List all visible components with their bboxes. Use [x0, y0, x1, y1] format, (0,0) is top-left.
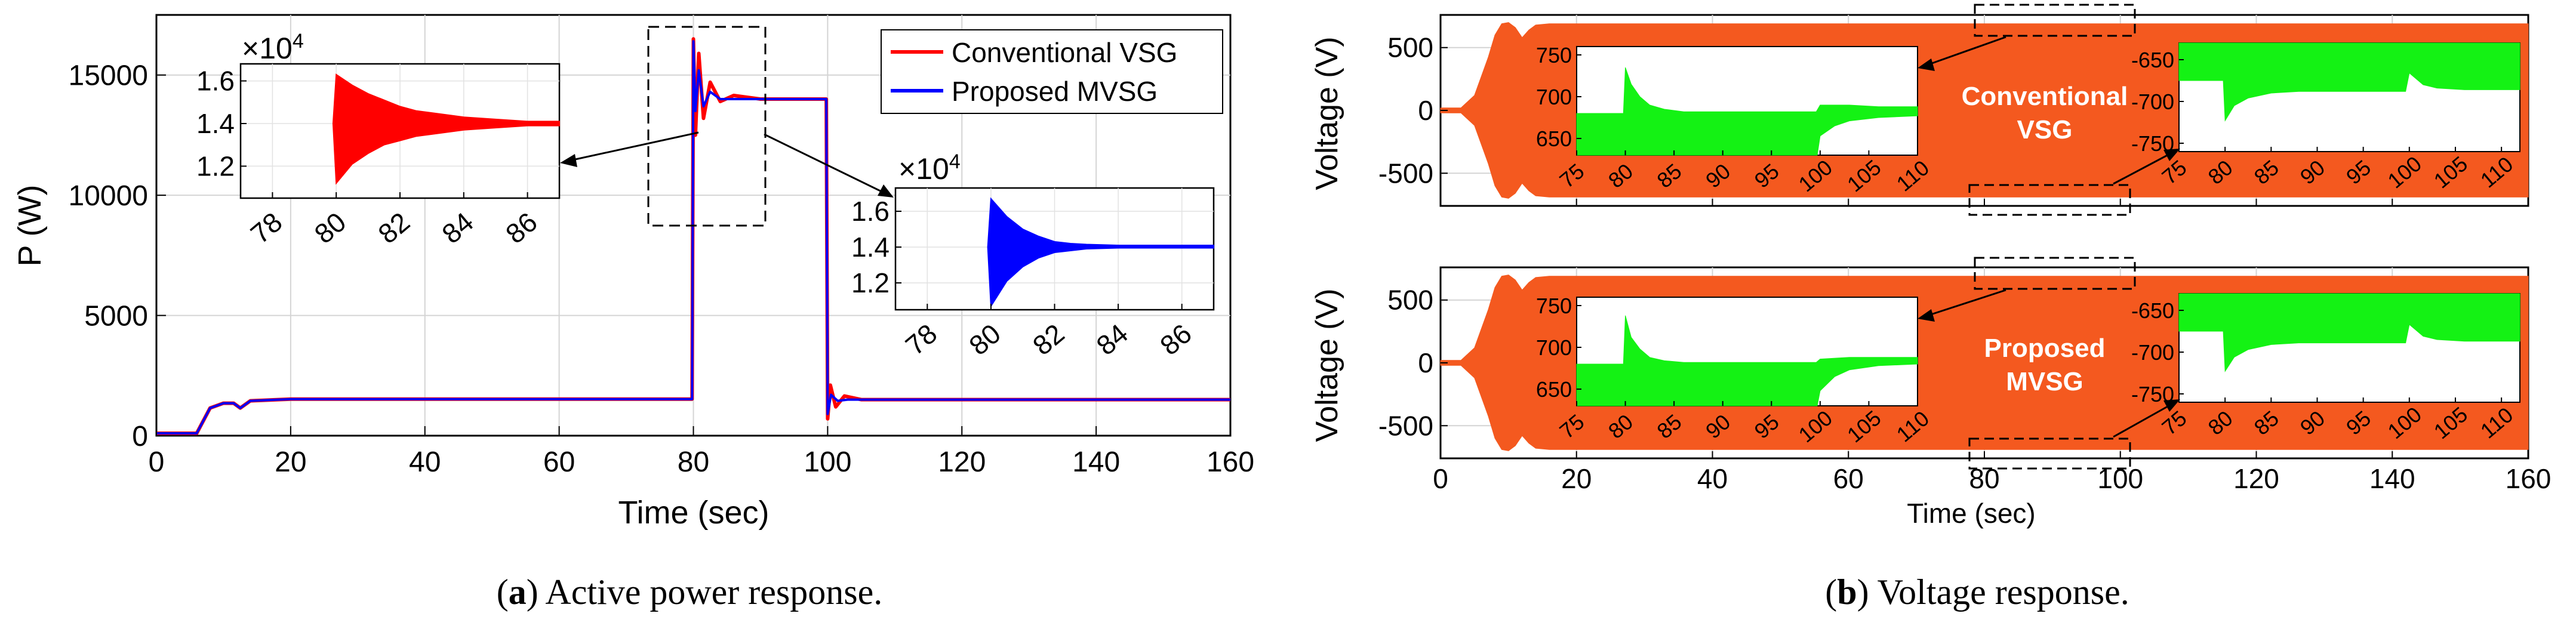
inset-y-tick-label: 1.2: [196, 150, 235, 181]
x-tick-label: 0: [1433, 463, 1448, 494]
zoom-arrow-bottom-upper: [1918, 289, 2006, 322]
zoom-arrow-right: [764, 133, 894, 198]
x-tick-label: 40: [409, 446, 441, 478]
y-tick-label: 0: [1418, 95, 1433, 126]
caption-a: (a) Active power response.: [497, 572, 882, 612]
svg-text:×104: ×104: [898, 150, 961, 186]
overlay-label-conventional-line1: Conventional: [1962, 82, 2128, 111]
caption-b: (b) Voltage response.: [1825, 572, 2129, 612]
y-axis-label: P (W): [12, 185, 48, 267]
inset-y-tick-label: 650: [1536, 127, 1572, 151]
inset-y-tick-label: -700: [2131, 90, 2174, 114]
overlay-label-proposed-line2: MVSG: [2006, 367, 2083, 396]
y-tick-label: 15000: [69, 60, 148, 92]
x-tick-label: 0: [149, 446, 165, 478]
active-power-chart: 0 20 40 60 80 100 120 140 160 0 5000 10000 15000 Ti…: [12, 14, 1254, 531]
x-tick-label: 120: [2233, 463, 2279, 494]
inset-y-tick-label: -700: [2131, 340, 2174, 365]
inset-oscillation-band: [332, 73, 560, 185]
y-axis-label-voltage-bottom: Voltage (V): [1310, 288, 1344, 442]
zoom-inset-conventional: ×104 78 80 82 84 86 1.21.41.6: [196, 30, 561, 249]
zoom-region-bottom-upper: [1974, 257, 2136, 290]
y-tick-label: 0: [132, 421, 148, 452]
y-tick-label: 500: [1387, 32, 1433, 63]
inset-voltage-band: [2178, 293, 2520, 372]
inset-y-tick-label: -650: [2131, 48, 2174, 72]
inset-y-tick-label: 650: [1536, 377, 1572, 402]
y-tick-label: -500: [1378, 158, 1433, 189]
zoom-region-top-lower: [1968, 184, 2131, 216]
x-tick-label: 140: [2369, 463, 2415, 494]
inset-voltage-band: [1576, 67, 1918, 156]
x-tick-label: 160: [1207, 446, 1254, 478]
x-tick-label: 140: [1072, 446, 1120, 478]
y-tick-label: 10000: [69, 180, 148, 212]
inset-y-tick-label: 1.6: [851, 196, 890, 227]
zoom-region-box: [647, 26, 767, 227]
exponent-label-conventional: ×10: [242, 32, 293, 65]
caption-b-label: b: [1837, 572, 1857, 612]
exponent-power-conventional: 4: [293, 30, 304, 53]
x-tick-label: 40: [1697, 463, 1728, 494]
caption-a-text: Active power response.: [545, 572, 882, 612]
series-line-proposed: [156, 40, 1230, 434]
y-tick-label: 500: [1387, 285, 1433, 316]
inset-y-tick-label: 1.2: [851, 267, 890, 298]
exponent-power-proposed: 4: [949, 150, 961, 173]
x-axis-label-voltage: Time (sec): [1907, 498, 2036, 529]
exponent-label-proposed: ×10: [898, 152, 949, 186]
inset-oscillation-band: [987, 197, 1214, 309]
x-tick-label: 20: [275, 446, 306, 478]
caption-a-label: a: [509, 572, 527, 612]
zoom-arrow-left: [560, 131, 699, 167]
zoom-region-top-upper: [1974, 4, 2136, 37]
x-tick-label: 20: [1561, 463, 1592, 494]
caption-b-text: Voltage response.: [1878, 572, 2129, 612]
x-tick-label: 120: [938, 446, 986, 478]
inset-y-tick-label: -650: [2131, 298, 2174, 323]
svg-text:×104: ×104: [242, 30, 304, 65]
inset-y-tick-label: 750: [1536, 43, 1572, 67]
inset-y-tick-label: 1.6: [196, 66, 235, 97]
y-tick-label: 5000: [84, 301, 148, 332]
overlay-label-conventional-line2: VSG: [2017, 115, 2073, 144]
legend-box: [881, 29, 1223, 114]
inset-voltage-band: [2178, 42, 2520, 122]
x-tick-label: 80: [678, 446, 709, 478]
inset-y-tick-label: 1.4: [851, 232, 890, 263]
zoom-region-bottom-lower: [1968, 437, 2131, 470]
x-tick-label: 160: [2506, 463, 2552, 494]
zoom-arrow-top-upper: [1918, 36, 2006, 71]
y-axis-label-voltage-top: Voltage (V): [1310, 36, 1344, 190]
x-axis-label: Time (sec): [618, 495, 770, 531]
overlay-label-proposed-line1: Proposed: [1984, 334, 2106, 363]
inset-y-tick-label: 700: [1536, 335, 1572, 360]
x-tick-label: 60: [543, 446, 575, 478]
inset-y-tick-label: 700: [1536, 85, 1572, 109]
inset-y-tick-label: 750: [1536, 294, 1572, 318]
legend-label-proposed: Proposed MVSG: [952, 76, 1158, 107]
x-tick-label: 60: [1833, 463, 1864, 494]
zoom-arrow-top-lower: [2113, 149, 2180, 185]
legend: Conventional VSG Proposed MVSG: [881, 29, 1223, 114]
x-tick-label: 100: [804, 446, 851, 478]
zoom-arrow-bottom-lower: [2113, 399, 2180, 438]
y-tick-label: 0: [1418, 347, 1433, 378]
y-tick-label: -500: [1378, 410, 1433, 441]
legend-label-conventional: Conventional VSG: [952, 37, 1177, 68]
inset-voltage-band: [1576, 315, 1918, 406]
inset-y-tick-label: 1.4: [196, 108, 235, 139]
